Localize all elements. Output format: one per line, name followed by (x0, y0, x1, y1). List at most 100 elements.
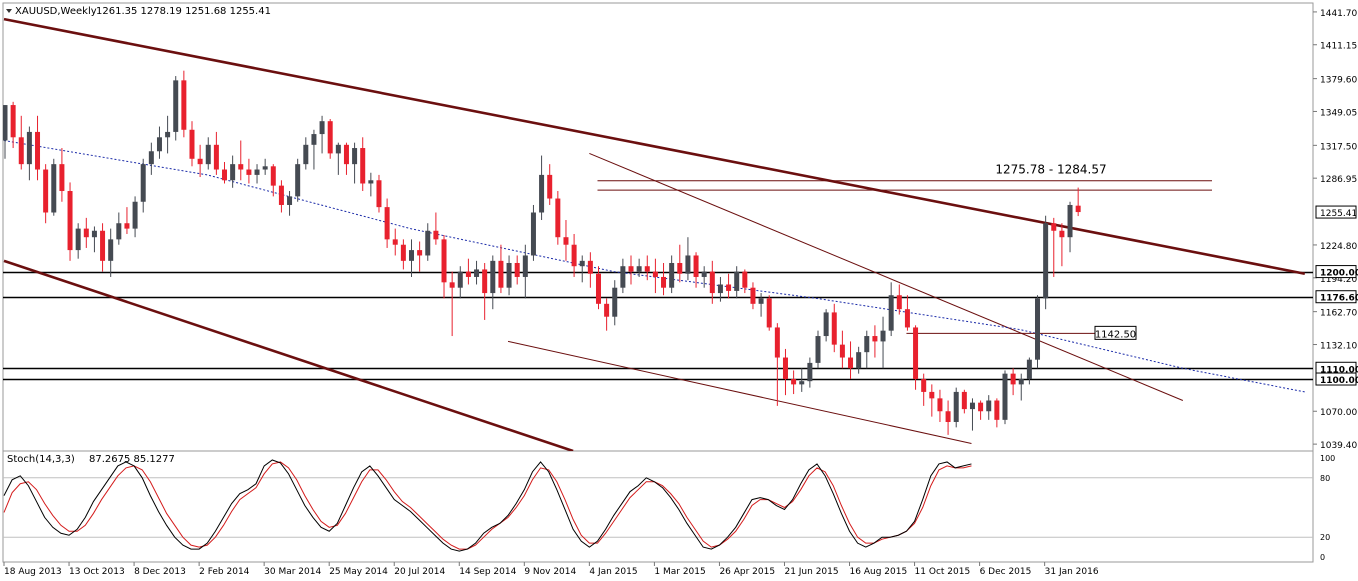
candle-body (246, 169, 252, 175)
candle-body (652, 271, 658, 277)
candle (343, 142, 349, 175)
candle-body (400, 244, 406, 261)
candle (238, 140, 244, 181)
stoch-pane[interactable] (2, 450, 1314, 563)
candle-body (799, 381, 805, 385)
candle-body (579, 260, 585, 267)
candle (522, 244, 528, 299)
time-tick-label: 31 Jan 2016 (1045, 567, 1099, 577)
candle-body (482, 269, 488, 294)
annotations: 1275.78 - 1284.57 1142.50 (995, 163, 1137, 340)
candle (1035, 295, 1041, 369)
candle (742, 269, 748, 294)
candle-body (986, 400, 992, 412)
candle-body (742, 271, 748, 288)
candle-body (238, 164, 244, 170)
candle (953, 387, 959, 428)
candle (758, 293, 764, 317)
candle-body (661, 276, 667, 288)
candle-body (530, 212, 536, 256)
current-price-label: 1255.41 (1320, 209, 1357, 219)
dropdown-arrow-icon[interactable] (6, 9, 12, 13)
candle-body (59, 164, 65, 192)
candle-body (343, 144, 349, 165)
candle-body (620, 266, 626, 288)
candle (51, 158, 57, 216)
candle-body (904, 309, 910, 328)
candle (165, 115, 171, 154)
candle (677, 244, 683, 283)
time-tick-label: 11 Oct 2015 (915, 567, 971, 577)
candle-body (360, 148, 366, 184)
candle-body (287, 196, 293, 205)
candle-body (51, 164, 57, 213)
candle-body (685, 255, 691, 274)
price-tick-label: 1411.15 (1320, 42, 1357, 52)
candle (604, 298, 610, 331)
candle (189, 121, 195, 167)
resistance-zone-label: 1275.78 - 1284.57 (995, 163, 1106, 177)
candle (709, 260, 715, 304)
candle (750, 282, 756, 310)
candle-body (880, 330, 886, 342)
candle-body (1051, 223, 1057, 231)
candle (913, 325, 919, 390)
price-tick-label: 1224.80 (1320, 242, 1357, 252)
candle-body (872, 336, 878, 342)
candle (652, 258, 658, 294)
candle (1010, 368, 1016, 396)
candle (425, 223, 431, 261)
candle (449, 271, 455, 337)
candle (400, 239, 406, 270)
price-axis: 1441.70 1411.15 1379.60 1349.05 1317.50 1286.… (1313, 9, 1358, 562)
candle-body (311, 134, 317, 145)
candle-body (457, 271, 463, 288)
candle (1002, 370, 1008, 425)
time-tick-label: 8 Dec 2013 (134, 567, 186, 577)
overlay-lines (3, 17, 1313, 451)
candle-body (612, 287, 618, 317)
candle-body (124, 223, 130, 229)
candle-body (717, 284, 723, 294)
candle (563, 220, 569, 261)
candle (864, 330, 870, 369)
candle-body (498, 260, 504, 288)
candle (482, 262, 488, 320)
candle (1075, 187, 1081, 217)
current-price-box (1315, 205, 1357, 219)
candle (376, 174, 382, 213)
candle (921, 373, 927, 406)
candle-body (539, 174, 545, 213)
candles (3, 70, 1081, 435)
candle-body (1010, 373, 1016, 385)
candle (197, 144, 203, 178)
candle-body (181, 80, 187, 130)
price-pane[interactable] (2, 2, 1314, 452)
candle (384, 198, 390, 248)
candle (124, 207, 130, 234)
candle-body (368, 180, 374, 184)
level-label: 1200.00 (1320, 269, 1358, 279)
candle (595, 266, 601, 310)
candle-body (148, 151, 154, 165)
candle-body (197, 158, 203, 165)
candle-body (116, 223, 122, 240)
candle-body (1026, 359, 1032, 380)
candle-body (18, 137, 24, 165)
candle-body (856, 352, 862, 369)
candle (669, 255, 675, 294)
candle (701, 266, 707, 288)
candle (417, 241, 423, 272)
candle-body (222, 169, 228, 181)
time-tick-label: 6 Dec 2015 (980, 567, 1032, 577)
price-tick-label: 1070.00 (1320, 408, 1357, 418)
candle-body (35, 131, 41, 170)
candle-body (417, 250, 423, 256)
candle (693, 252, 699, 288)
candle-body (848, 357, 854, 369)
candle (270, 164, 276, 197)
candle (945, 400, 951, 435)
candle-body (474, 269, 480, 277)
candle (766, 295, 772, 331)
candle-body (953, 391, 959, 422)
